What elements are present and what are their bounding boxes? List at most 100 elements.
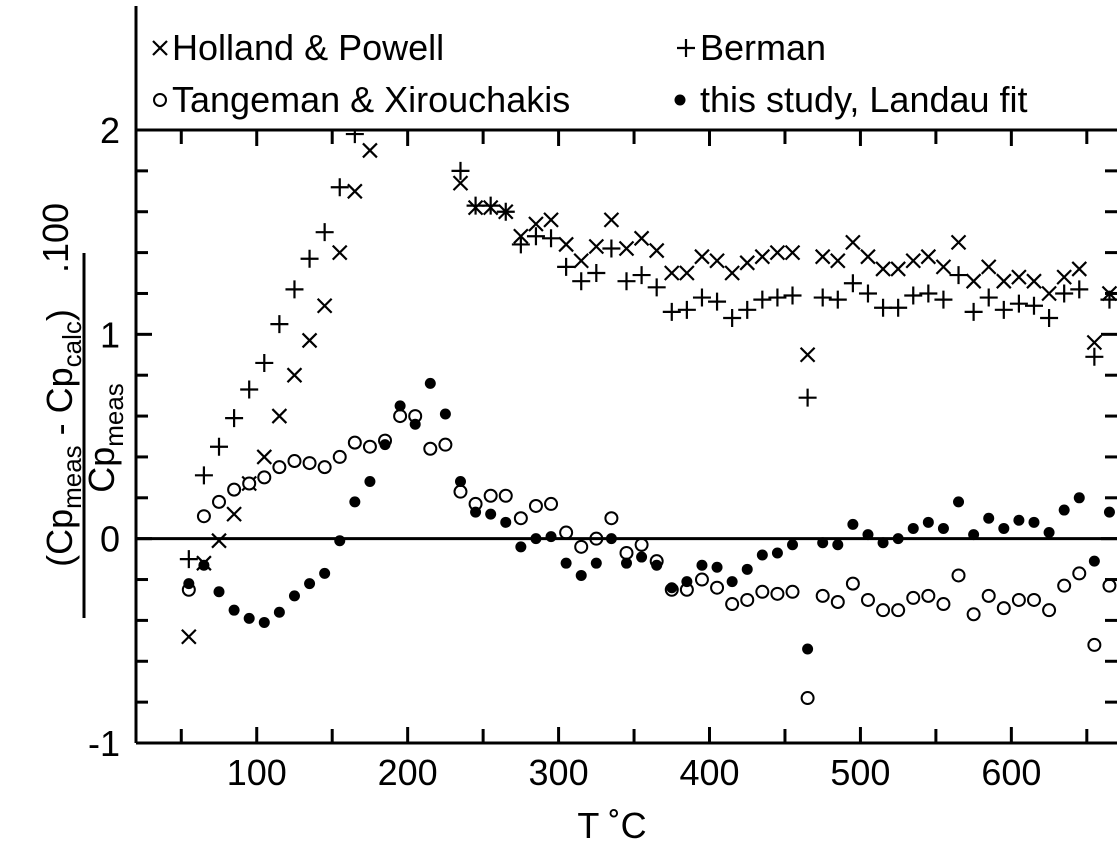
point-plus bbox=[949, 266, 968, 285]
point-circle-filled bbox=[424, 377, 436, 389]
point-circle-open bbox=[1102, 578, 1117, 593]
point-plus bbox=[179, 550, 198, 569]
point-circle-open bbox=[1057, 578, 1072, 593]
point-circle-filled bbox=[409, 418, 421, 430]
point-circle-filled bbox=[1058, 504, 1070, 516]
point-circle-open bbox=[634, 537, 649, 552]
point-plus bbox=[738, 300, 757, 319]
point-x bbox=[316, 297, 333, 314]
point-plus bbox=[481, 196, 500, 215]
point-x bbox=[890, 261, 906, 277]
point-circle-open bbox=[257, 470, 272, 485]
point-plus bbox=[270, 315, 289, 334]
point-circle-open bbox=[483, 488, 498, 503]
point-circle-open bbox=[785, 584, 800, 599]
point-x bbox=[256, 449, 273, 465]
point-plus bbox=[1009, 294, 1028, 313]
point-x bbox=[1026, 273, 1042, 289]
point-plus bbox=[225, 409, 244, 428]
point-circle-open bbox=[332, 449, 347, 464]
point-plus bbox=[677, 300, 696, 319]
point-circle-filled bbox=[198, 559, 210, 571]
x-tick-label: 300 bbox=[529, 752, 589, 793]
point-circle-open bbox=[619, 545, 634, 560]
y-tick-label: 0 bbox=[100, 519, 120, 560]
point-circle-filled bbox=[787, 539, 799, 551]
legend: Holland & Powell Berman Tangeman & Xirouch… bbox=[134, 6, 1117, 132]
point-circle-filled bbox=[485, 508, 497, 520]
point-circle-filled bbox=[288, 590, 300, 602]
point-x bbox=[799, 346, 816, 363]
point-plus bbox=[330, 178, 349, 197]
point-x bbox=[1041, 285, 1057, 302]
legend-label: this study, Landau fit bbox=[700, 79, 1028, 120]
point-plus bbox=[723, 308, 742, 327]
point-x bbox=[784, 244, 801, 261]
legend-label: Berman bbox=[700, 27, 826, 68]
point-x bbox=[905, 252, 922, 269]
point-x bbox=[347, 183, 363, 200]
x-tick-label: 500 bbox=[830, 752, 890, 793]
point-plus bbox=[632, 266, 651, 285]
point-circle-filled bbox=[515, 541, 527, 553]
point-x bbox=[694, 248, 710, 265]
point-plus bbox=[451, 161, 470, 180]
point-circle-open bbox=[347, 435, 362, 450]
point-plus bbox=[345, 130, 364, 144]
point-circle-filled bbox=[1043, 527, 1055, 539]
point-circle-open bbox=[694, 572, 709, 587]
point-circle-filled bbox=[560, 557, 572, 569]
legend-entry: Tangeman & Xirouchakis bbox=[153, 79, 570, 120]
point-plus bbox=[994, 300, 1013, 319]
x-tick-label: 200 bbox=[378, 752, 438, 793]
y-axis-title: (Cpmeas - Cpcalc) .100 Cpmeas bbox=[35, 203, 129, 618]
point-plus bbox=[1024, 296, 1043, 315]
legend-label: Tangeman & Xirouchakis bbox=[172, 79, 570, 120]
point-circle-open bbox=[453, 484, 468, 499]
legend-entry: Berman bbox=[677, 27, 826, 68]
point-circle-filled bbox=[590, 557, 602, 569]
point-circle-filled bbox=[756, 549, 768, 561]
point-plus bbox=[617, 272, 636, 291]
point-circle-filled bbox=[771, 547, 783, 559]
point-circle-filled bbox=[439, 408, 451, 420]
point-circle-filled bbox=[741, 563, 753, 575]
point-circle-filled bbox=[651, 559, 663, 571]
point-x bbox=[211, 532, 227, 549]
point-plus bbox=[919, 284, 938, 303]
point-circle-filled bbox=[983, 512, 995, 524]
point-circle-open bbox=[212, 494, 227, 509]
point-plus bbox=[647, 278, 666, 297]
point-circle-open bbox=[302, 456, 317, 471]
point-x bbox=[226, 506, 242, 522]
point-plus bbox=[1085, 347, 1104, 366]
point-circle-filled bbox=[243, 612, 255, 624]
point-x bbox=[935, 259, 952, 275]
point-circle-filled bbox=[1013, 514, 1025, 526]
axes: 100 200 300 400 500 600 -1 0 1 2 bbox=[88, 110, 1117, 793]
point-circle-filled bbox=[379, 439, 391, 451]
point-circle-open bbox=[996, 601, 1011, 616]
y-tick-label: 2 bbox=[100, 110, 120, 151]
point-plus bbox=[240, 380, 259, 399]
point-plus bbox=[889, 298, 908, 317]
point-circle-filled bbox=[1073, 492, 1085, 504]
point-circle-filled bbox=[953, 496, 965, 508]
point-circle-filled bbox=[711, 561, 723, 573]
point-circle-open bbox=[936, 597, 951, 612]
legend-marker-x bbox=[152, 40, 168, 56]
point-plus bbox=[1040, 308, 1059, 327]
x-tick-label: 400 bbox=[679, 752, 739, 793]
point-circle-filled bbox=[802, 643, 814, 655]
point-circle-filled bbox=[922, 516, 934, 528]
point-plus bbox=[557, 257, 576, 276]
point-circle-open bbox=[559, 525, 574, 540]
point-circle-open bbox=[876, 603, 891, 618]
point-x bbox=[769, 244, 786, 261]
point-circle-open bbox=[891, 603, 906, 618]
legend-marker-circle-filled bbox=[674, 94, 686, 106]
point-circle-filled bbox=[666, 582, 678, 594]
point-circle-open bbox=[800, 691, 815, 706]
point-circle-open bbox=[287, 454, 302, 469]
